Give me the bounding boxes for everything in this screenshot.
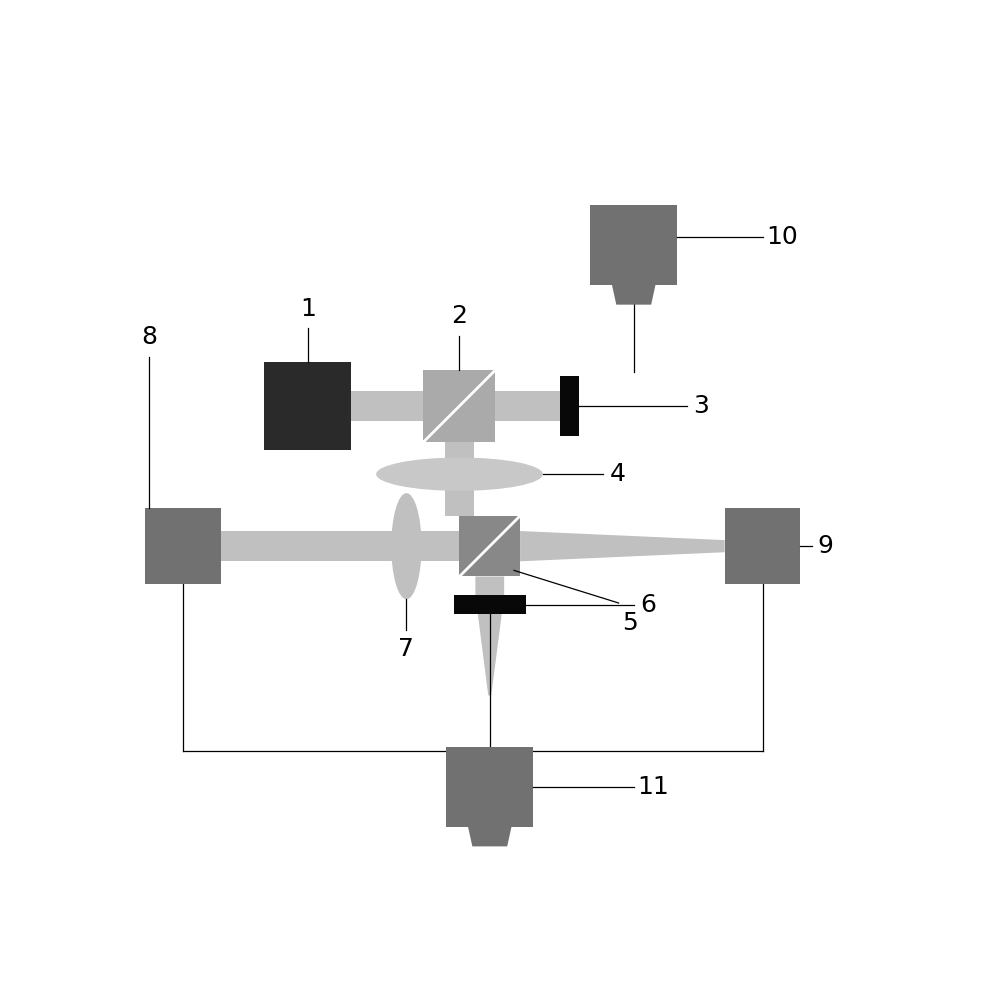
- Polygon shape: [520, 531, 725, 561]
- Text: 7: 7: [398, 637, 414, 661]
- Bar: [454, 595, 526, 614]
- Text: 9: 9: [818, 534, 834, 558]
- Bar: [590, 206, 677, 284]
- Bar: [445, 442, 474, 516]
- Text: 1: 1: [300, 297, 316, 321]
- Text: 10: 10: [766, 225, 798, 249]
- Text: 4: 4: [609, 462, 625, 486]
- Bar: [459, 516, 520, 577]
- Text: 3: 3: [693, 394, 709, 418]
- Polygon shape: [468, 827, 512, 846]
- Polygon shape: [612, 284, 656, 305]
- Ellipse shape: [376, 458, 543, 491]
- Text: 11: 11: [638, 774, 669, 799]
- Bar: [264, 362, 351, 450]
- Bar: [423, 370, 495, 442]
- Text: 5: 5: [622, 610, 638, 635]
- Bar: [221, 531, 459, 561]
- Bar: [145, 509, 221, 584]
- Text: 8: 8: [141, 325, 157, 349]
- Bar: [725, 509, 800, 584]
- Bar: [351, 391, 560, 421]
- Bar: [446, 747, 533, 827]
- Text: 2: 2: [451, 304, 467, 329]
- Polygon shape: [475, 577, 504, 696]
- Text: 6: 6: [640, 592, 656, 617]
- Ellipse shape: [391, 493, 422, 599]
- Bar: [560, 376, 579, 436]
